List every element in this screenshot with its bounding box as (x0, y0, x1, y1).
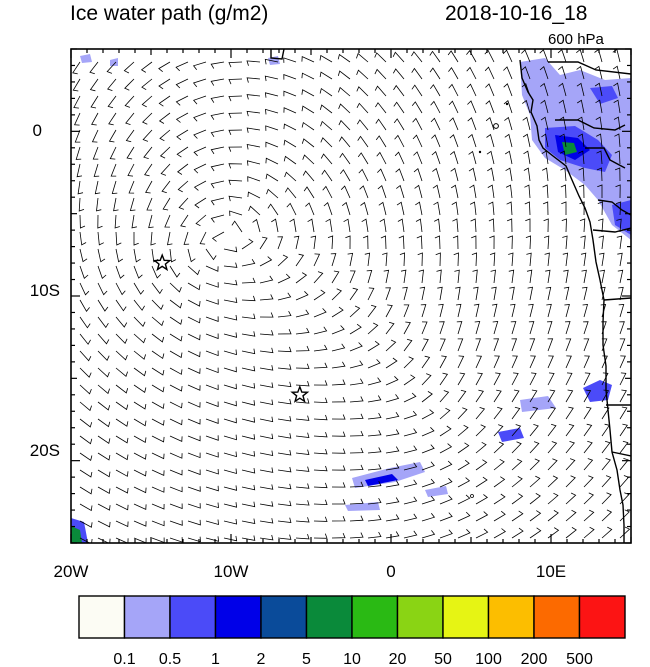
map-datetime: 2018-10-16_18 (445, 2, 588, 25)
map-plot-area (71, 49, 631, 543)
colorbar-swatch (442, 595, 490, 639)
colorbar-label: 10 (343, 651, 361, 667)
colorbar-label: 100 (475, 651, 502, 667)
colorbar-label: 5 (302, 651, 311, 667)
colorbar-label: 0.5 (159, 651, 181, 667)
colorbar-swatch (487, 595, 535, 639)
colorbar-swatch (78, 595, 126, 639)
axis-ticks (70, 48, 632, 544)
colorbar-swatch (578, 595, 626, 639)
marker-star-2 (290, 384, 310, 403)
colorbar-swatch (305, 595, 353, 639)
colorbar-label: 1 (211, 651, 220, 667)
colorbar-labels: 0.1 0.5 1 2 5 10 20 50 100 200 500 (113, 651, 593, 667)
y-tick-label-20s: 20S (30, 441, 60, 460)
map-title: Ice water path (g/m2) (70, 2, 269, 25)
colorbar-swatch (351, 595, 399, 639)
colorbar-label: 500 (566, 651, 593, 667)
colorbar-swatch (123, 595, 171, 639)
x-tick-label-0: 0 (386, 562, 395, 581)
colorbar-label: 200 (521, 651, 548, 667)
colorbar-swatch (214, 595, 262, 639)
colorbar-swatch (533, 595, 581, 639)
marker-star-1 (152, 253, 172, 272)
colorbar-label: 20 (389, 651, 407, 667)
wind-barbs (72, 49, 631, 543)
y-tick-label-0: 0 (33, 121, 42, 140)
colorbar-swatch (396, 595, 444, 639)
colorbar-label: 0.1 (113, 651, 135, 667)
coastline (270, 49, 631, 543)
colorbar-label: 50 (434, 651, 452, 667)
x-tick-label-20w: 20W (54, 562, 89, 581)
y-tick-label-10s: 10S (30, 281, 60, 300)
colorbar-label: 2 (257, 651, 266, 667)
ice-water-blobs (71, 54, 631, 543)
x-tick-label-10e: 10E (536, 562, 566, 581)
colorbar-swatch (260, 595, 308, 639)
colorbar (78, 595, 626, 639)
x-tick-label-10w: 10W (214, 562, 249, 581)
pressure-level: 600 hPa (548, 31, 604, 48)
colorbar-swatch (169, 595, 217, 639)
